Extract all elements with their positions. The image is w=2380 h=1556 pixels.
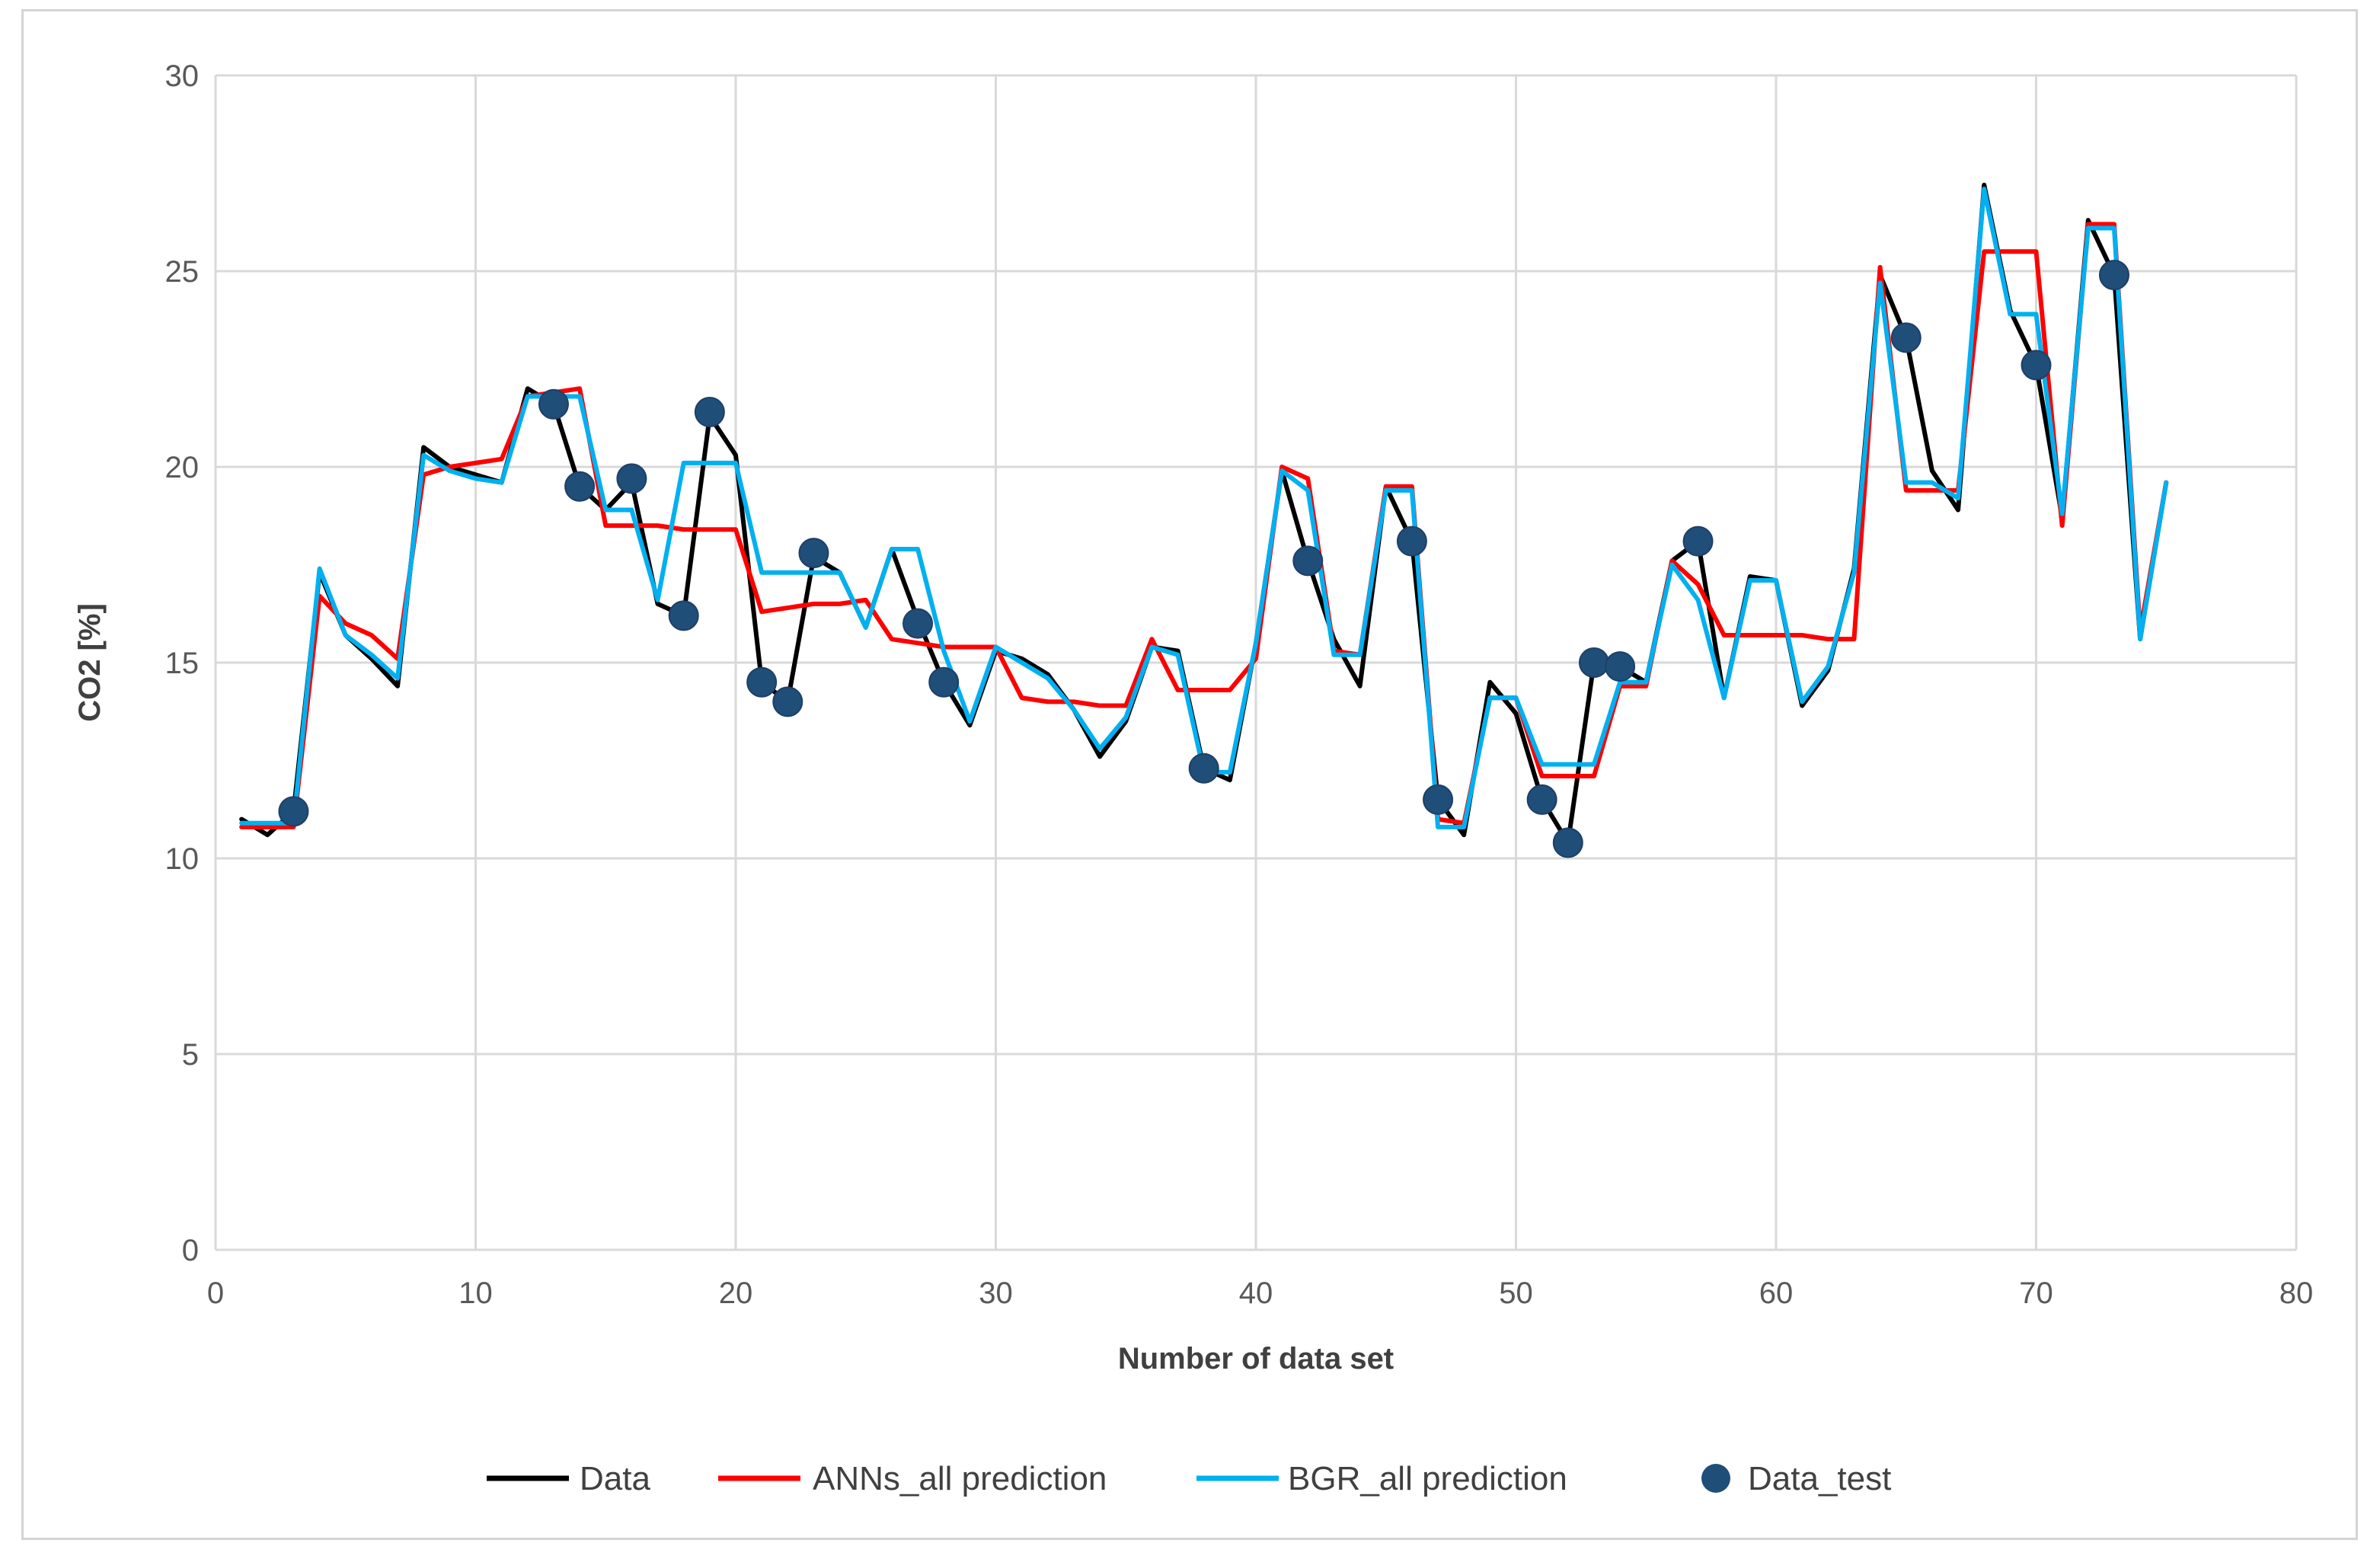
y-tick-label: 25 [165,255,200,289]
legend-item: ANNs_all prediction [718,1460,1107,1497]
y-tick-label: 15 [165,647,200,680]
x-tick-label: 60 [1759,1276,1794,1310]
data-test-point [772,686,803,717]
data-test-point [538,388,569,420]
y-tick-label: 20 [165,451,200,484]
legend-item: Data [487,1460,650,1497]
data-test-point [1682,526,1714,557]
y-tick-label: 10 [165,842,200,876]
x-tick-label: 40 [1239,1276,1273,1310]
y-axis-title: CO2 [%] [73,603,107,722]
x-tick-label: 80 [2279,1276,2314,1310]
data-test-point [1605,651,1636,682]
anns-prediction-line [239,222,2169,829]
data-test-point [694,397,725,428]
legend-label: ANNs_all prediction [813,1460,1107,1497]
legend-label: Data [580,1460,650,1497]
x-tick-label: 20 [719,1276,753,1310]
legend-label: BGR_all prediction [1288,1460,1567,1497]
y-tick-label: 30 [165,59,200,93]
y-tick-label: 5 [182,1038,199,1072]
x-tick-label: 70 [2019,1276,2053,1310]
legend-item: Data_test [1701,1460,1891,1497]
data-test-point [2098,260,2129,291]
data-test-point [798,538,829,569]
legend-swatch-marker [1701,1464,1730,1493]
legend: Data ANNs_all prediction BGR_all predictio… [487,1460,1891,1497]
points-layer [278,260,2129,858]
x-axis-title: Number of data set [1118,1342,1394,1375]
data-test-point [1526,784,1557,815]
data-test-point [1396,526,1427,557]
data-test-point [1890,322,1922,353]
chart-svg: 0 5 10 15 20 25 30 0 10 20 30 40 50 60 70 80 Number of … [73,59,2314,1497]
legend-item: BGR_all prediction [1196,1460,1567,1497]
x-tick-label: 10 [458,1276,493,1310]
data-test-point [1578,647,1609,678]
x-tick-label: 0 [207,1276,224,1310]
data-test-point [278,796,309,827]
data-test-point [746,666,778,698]
data-test-point [616,463,647,494]
ticks-layer: 0 5 10 15 20 25 30 0 10 20 30 40 50 60 70 80 [165,59,2314,1310]
data-test-point [902,608,934,639]
y-tick-label: 0 [182,1234,199,1267]
data-test-point [1552,827,1583,858]
data-test-point [564,471,596,502]
x-tick-label: 50 [1499,1276,1533,1310]
data-test-point [1188,752,1219,784]
chart-frame: 0 5 10 15 20 25 30 0 10 20 30 40 50 60 70 80 Number of … [21,9,2358,1540]
data-test-point [928,666,960,698]
x-tick-label: 30 [979,1276,1013,1310]
data-test-point [1292,545,1324,577]
data-test-point [668,600,699,631]
data-test-point [1423,784,1454,815]
grid-layer [214,74,2298,1251]
series-layer [239,182,2169,845]
data-test-point [2021,350,2052,381]
legend-label: Data_test [1748,1460,1891,1497]
